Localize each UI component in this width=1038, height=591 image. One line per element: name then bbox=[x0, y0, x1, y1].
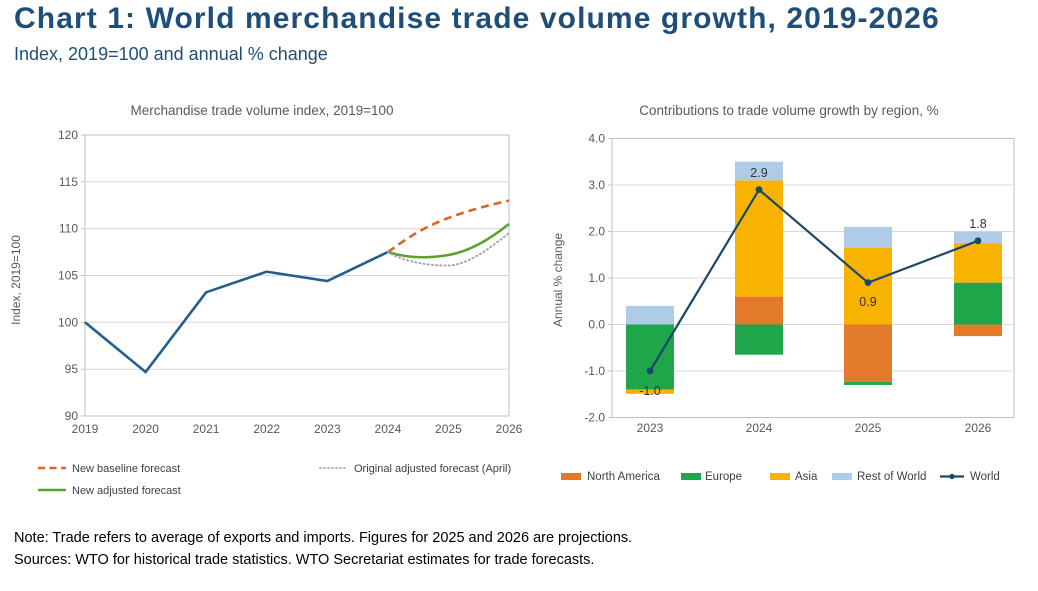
svg-text:-1.0: -1.0 bbox=[584, 364, 605, 378]
svg-text:Original adjusted forecast (Ap: Original adjusted forecast (April) bbox=[354, 463, 511, 475]
svg-text:0.9: 0.9 bbox=[859, 295, 876, 309]
svg-text:2026: 2026 bbox=[496, 422, 523, 436]
svg-text:105: 105 bbox=[58, 269, 78, 283]
svg-text:2019: 2019 bbox=[72, 422, 99, 436]
svg-text:-1.0: -1.0 bbox=[639, 384, 661, 398]
svg-text:95: 95 bbox=[65, 362, 79, 376]
svg-text:90: 90 bbox=[65, 409, 79, 423]
svg-text:3.0: 3.0 bbox=[588, 178, 605, 192]
svg-text:2023: 2023 bbox=[637, 421, 664, 435]
svg-text:2023: 2023 bbox=[314, 422, 341, 436]
svg-text:Merchandise trade volume index: Merchandise trade volume index, 2019=100 bbox=[130, 103, 393, 118]
svg-text:New baseline forecast: New baseline forecast bbox=[72, 463, 180, 475]
svg-text:2024: 2024 bbox=[375, 422, 402, 436]
svg-text:Annual % change: Annual % change bbox=[551, 233, 565, 327]
svg-text:2025: 2025 bbox=[855, 421, 882, 435]
svg-text:110: 110 bbox=[59, 222, 78, 236]
svg-text:New adjusted forecast: New adjusted forecast bbox=[72, 485, 181, 497]
svg-text:2022: 2022 bbox=[253, 422, 280, 436]
svg-text:Asia: Asia bbox=[795, 471, 818, 483]
svg-text:0.0: 0.0 bbox=[588, 318, 605, 332]
svg-text:2020: 2020 bbox=[132, 422, 159, 436]
svg-text:2025: 2025 bbox=[435, 422, 462, 436]
svg-text:1.0: 1.0 bbox=[588, 271, 605, 285]
svg-text:120: 120 bbox=[58, 128, 78, 142]
svg-text:2021: 2021 bbox=[193, 422, 220, 436]
svg-text:2.0: 2.0 bbox=[588, 225, 605, 239]
svg-text:2026: 2026 bbox=[965, 421, 992, 435]
svg-text:North America: North America bbox=[587, 471, 660, 483]
svg-text:Contributions to trade volume: Contributions to trade volume growth by … bbox=[639, 103, 938, 118]
svg-text:Index, 2019=100: Index, 2019=100 bbox=[9, 235, 23, 325]
svg-text:Europe: Europe bbox=[705, 471, 742, 483]
svg-text:2.9: 2.9 bbox=[750, 166, 767, 180]
svg-text:Rest of World: Rest of World bbox=[857, 471, 926, 483]
svg-text:1.8: 1.8 bbox=[969, 217, 986, 231]
svg-text:2024: 2024 bbox=[746, 421, 773, 435]
svg-text:115: 115 bbox=[59, 175, 78, 189]
svg-text:World: World bbox=[970, 471, 1000, 483]
svg-text:-2.0: -2.0 bbox=[584, 411, 605, 425]
svg-text:100: 100 bbox=[58, 315, 78, 329]
svg-text:4.0: 4.0 bbox=[588, 132, 605, 146]
